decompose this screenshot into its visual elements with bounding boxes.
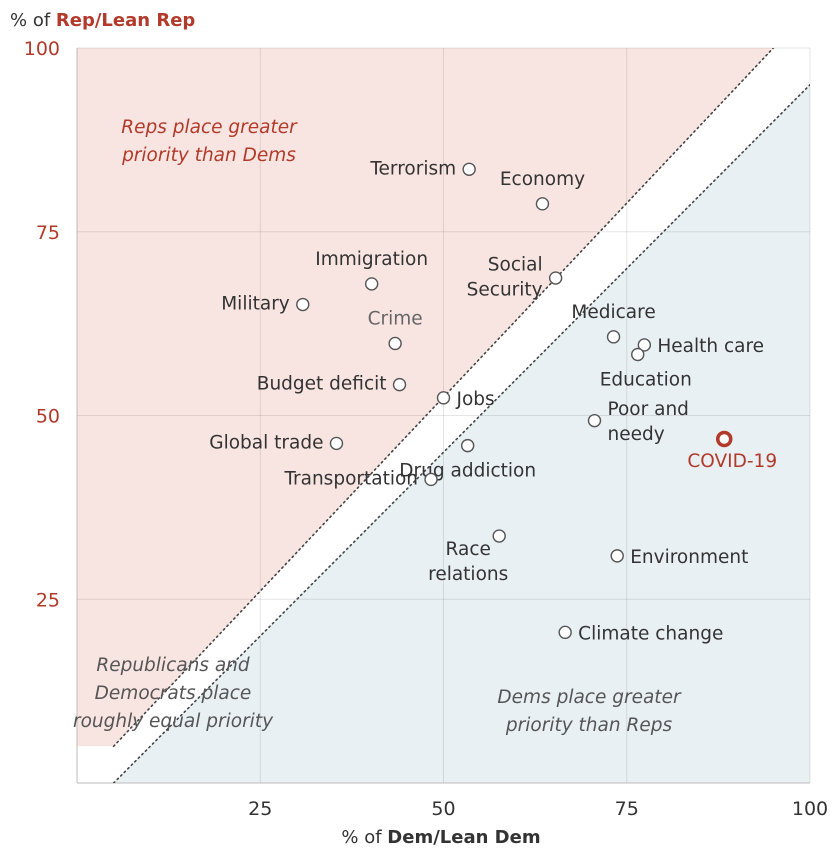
data-point: [558, 625, 572, 640]
y-tick-label: 100: [24, 38, 60, 60]
data-point-label-line: Crime: [368, 308, 423, 329]
data-point-label: Global trade: [209, 432, 323, 453]
y-tick-label: 25: [36, 589, 60, 611]
y-axis-title-bold: Rep/Lean Rep: [56, 10, 196, 31]
data-point: [388, 336, 402, 351]
data-point-label-line: needy: [607, 424, 664, 445]
data-point-label: Health care: [657, 336, 764, 357]
data-point-label: Economy: [500, 169, 585, 190]
data-point-label-line: Economy: [500, 169, 585, 190]
dem-region-label-line: Dems place greater: [497, 687, 682, 708]
data-point-label: Climate change: [578, 623, 723, 644]
data-point: [637, 338, 652, 352]
data-point-label-line: Environment: [630, 547, 748, 568]
data-point-label-line: Health care: [657, 336, 764, 357]
data-point: [587, 413, 602, 428]
data-point-label: Social Security: [467, 255, 543, 301]
y-axis-title-prefix: % of: [10, 10, 56, 31]
data-point-label: Budget deficit: [257, 374, 387, 395]
x-tick-label: 75: [615, 798, 639, 820]
x-tick-label: 50: [431, 798, 455, 820]
data-point: [329, 436, 344, 451]
data-point-label-line: Drug addiction: [399, 461, 536, 482]
data-point-label-line: COVID-19: [687, 451, 777, 472]
data-point-label: Medicare: [571, 302, 655, 323]
data-point-label: Race relations: [428, 539, 508, 585]
data-point: [548, 271, 563, 285]
equal-region-label-line: roughly equal priority: [73, 711, 274, 732]
data-point: [460, 438, 475, 453]
dem-region-label-line: priority than Reps: [505, 715, 673, 736]
data-point-label: Immigration: [315, 249, 428, 270]
data-point: [492, 529, 506, 543]
data-point-label-line: Poor and: [607, 399, 688, 420]
data-point-label: Environment: [630, 547, 748, 568]
rep-priority-region: [77, 48, 774, 747]
data-point-label-line: Terrorism: [369, 158, 456, 179]
data-point-label-line: Immigration: [315, 249, 428, 270]
lower-diagonal-line: [112, 83, 810, 783]
data-point-label-line: Jobs: [456, 389, 495, 410]
data-point-label-line: Budget deficit: [257, 374, 387, 395]
rep-region-label-line: priority than Dems: [121, 145, 296, 166]
data-point: [610, 549, 624, 563]
data-point: [436, 391, 451, 405]
data-point: [715, 430, 733, 448]
data-point-label-line: Climate change: [578, 623, 723, 644]
data-point-label-line: Education: [600, 369, 692, 390]
data-point-label: Poor and needy: [607, 399, 688, 445]
data-point-label-line: Transportation: [283, 468, 418, 489]
data-point-label-line: relations: [428, 564, 508, 585]
equal-region-label: Republicans and Democrats place roughly eq…: [73, 655, 274, 732]
data-point: [462, 162, 476, 176]
x-tick-label: 100: [792, 798, 828, 820]
data-point-label: Crime: [368, 308, 423, 329]
rep-region-label: Reps place greater priority than Dems: [121, 117, 298, 166]
data-point-label-line: Race: [446, 539, 491, 560]
data-point-label: Drug addiction: [399, 461, 536, 482]
data-point-label: Transportation: [283, 468, 418, 489]
x-axis-title-bold: Dem/Lean Dem: [387, 827, 540, 848]
data-point: [606, 330, 621, 344]
data-point-label: Terrorism: [369, 158, 456, 179]
x-tick-label: 25: [248, 798, 272, 820]
x-axis-title-prefix: % of: [341, 827, 387, 848]
data-point-label-line: Global trade: [209, 432, 323, 453]
equal-region-label-line: Republicans and: [96, 655, 250, 676]
data-point-label-line: Social: [488, 255, 543, 276]
data-point-label-line: Security: [467, 280, 543, 301]
data-point: [296, 297, 310, 312]
data-point: [535, 197, 550, 211]
rep-region-label-line: Reps place greater: [121, 117, 298, 138]
data-point-label-line: Military: [221, 294, 290, 315]
y-axis-title: % of Rep/Lean Rep: [10, 10, 195, 31]
data-point: [424, 472, 438, 487]
equal-region-label-line: Democrats place: [95, 683, 252, 704]
data-point: [392, 377, 407, 392]
x-axis-title: % of Dem/Lean Dem: [341, 827, 540, 848]
data-point: [364, 277, 379, 291]
data-point-label: Education: [600, 369, 692, 390]
data-point-label: Jobs: [456, 389, 495, 410]
data-point-label: Military: [221, 294, 290, 315]
y-tick-label: 50: [36, 406, 60, 428]
y-tick-label: 75: [36, 222, 60, 244]
dem-region-label: Dems place greater priority than Reps: [497, 687, 682, 736]
data-point: [631, 347, 645, 362]
data-point-label-line: Medicare: [571, 302, 655, 323]
data-point-label: COVID-19: [687, 451, 777, 472]
